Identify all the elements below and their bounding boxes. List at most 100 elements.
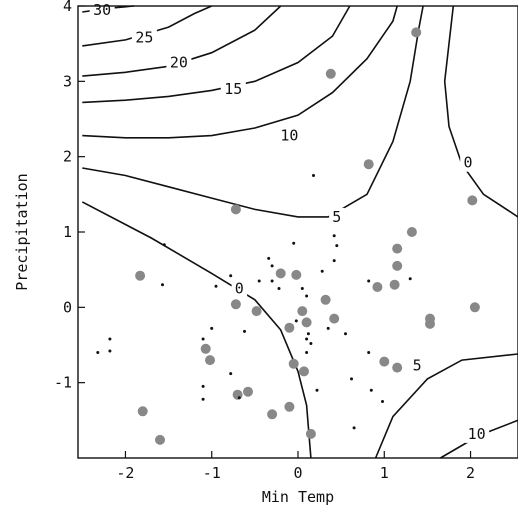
x-tick-label-0: -2 bbox=[116, 464, 134, 482]
y-tick-label-1: 0 bbox=[63, 298, 72, 316]
black-point-28 bbox=[315, 388, 319, 392]
gray-point-29 bbox=[392, 243, 403, 254]
black-point-31 bbox=[332, 259, 336, 263]
black-point-35 bbox=[350, 377, 353, 381]
black-point-3 bbox=[162, 243, 166, 247]
contour-line-7 bbox=[443, 5, 518, 218]
x-tick-label-2: 0 bbox=[293, 464, 302, 482]
contour-line-4 bbox=[82, 5, 398, 139]
black-point-18 bbox=[277, 287, 281, 290]
black-point-36 bbox=[352, 426, 356, 430]
gray-point-3 bbox=[200, 343, 211, 354]
gray-point-21 bbox=[325, 68, 336, 79]
contour-label-7: 0 bbox=[463, 154, 472, 172]
black-point-41 bbox=[408, 277, 412, 281]
gray-point-17 bbox=[301, 317, 312, 328]
x-axis-label: Min Temp bbox=[262, 488, 334, 506]
black-point-15 bbox=[267, 256, 271, 260]
gray-point-9 bbox=[251, 306, 262, 317]
black-point-12 bbox=[237, 396, 241, 400]
contour-lines bbox=[81, 5, 518, 459]
black-point-34 bbox=[344, 332, 347, 336]
black-point-24 bbox=[306, 332, 310, 336]
contour-label-8: 5 bbox=[413, 356, 422, 374]
gray-point-31 bbox=[411, 27, 422, 38]
black-point-29 bbox=[320, 269, 324, 273]
gray-point-27 bbox=[389, 279, 400, 290]
contour-label-0: 30 bbox=[93, 1, 111, 19]
gray-point-35 bbox=[469, 302, 480, 313]
contour-line-1 bbox=[82, 5, 213, 47]
black-point-5 bbox=[201, 337, 205, 341]
contour-label-5: 5 bbox=[332, 208, 341, 226]
black-point-38 bbox=[367, 351, 371, 354]
contour-label-3: 15 bbox=[224, 80, 242, 98]
gray-point-25 bbox=[379, 356, 390, 367]
black-point-0 bbox=[96, 351, 100, 354]
contour-label-9: 10 bbox=[468, 425, 486, 443]
axes: -2 -1 0 1 2 -1 0 1 2 3 4 bbox=[54, 0, 475, 482]
gray-point-1 bbox=[137, 406, 148, 417]
black-point-19 bbox=[292, 241, 296, 245]
gray-point-14 bbox=[284, 401, 295, 412]
gray-point-15 bbox=[291, 269, 302, 280]
y-tick-label-5: 4 bbox=[63, 0, 72, 15]
black-point-20 bbox=[294, 319, 298, 323]
gray-point-34 bbox=[467, 195, 478, 206]
black-point-8 bbox=[210, 326, 214, 330]
contour-label-bg-9 bbox=[464, 424, 490, 443]
contour-label-bg-6 bbox=[231, 279, 248, 298]
gray-point-28 bbox=[392, 260, 403, 271]
black-point-27 bbox=[312, 174, 315, 177]
data-points bbox=[96, 27, 480, 445]
black-point-22 bbox=[305, 337, 309, 341]
contour-label-bg-4 bbox=[276, 126, 302, 145]
gray-point-6 bbox=[230, 204, 241, 215]
gray-point-7 bbox=[232, 389, 243, 400]
gray-point-5 bbox=[230, 299, 241, 310]
gray-point-11 bbox=[275, 268, 286, 279]
black-point-6 bbox=[201, 384, 205, 388]
black-point-9 bbox=[214, 284, 218, 288]
gray-point-0 bbox=[135, 270, 146, 281]
x-tick-label-4: 2 bbox=[466, 464, 475, 482]
contour-line-5 bbox=[82, 5, 424, 218]
contour-label-bg-1 bbox=[131, 28, 157, 47]
y-tick-label-0: -1 bbox=[54, 374, 72, 392]
gray-point-30 bbox=[406, 227, 417, 237]
black-point-13 bbox=[243, 329, 246, 333]
black-point-40 bbox=[381, 400, 384, 403]
contour-label-1: 25 bbox=[135, 29, 153, 47]
y-tick-label-2: 1 bbox=[63, 223, 72, 241]
black-point-4 bbox=[161, 283, 164, 287]
contour-label-bg-5 bbox=[329, 207, 345, 226]
gray-point-26 bbox=[392, 362, 403, 373]
gray-point-20 bbox=[320, 294, 331, 305]
gray-point-19 bbox=[305, 428, 316, 439]
gray-point-10 bbox=[267, 409, 278, 420]
contour-label-2: 20 bbox=[170, 54, 188, 72]
contour-label-6: 0 bbox=[235, 280, 244, 298]
contour-line-8 bbox=[374, 353, 518, 459]
plot-frame bbox=[77, 5, 518, 459]
gray-point-16 bbox=[297, 306, 308, 317]
contour-label-bg-2 bbox=[166, 53, 192, 72]
gray-point-18 bbox=[299, 366, 309, 377]
gray-point-23 bbox=[363, 159, 374, 170]
y-tick-label-3: 2 bbox=[63, 148, 72, 166]
contour-label-4: 10 bbox=[280, 127, 298, 145]
contour-line-6 bbox=[81, 201, 312, 459]
gray-point-33 bbox=[425, 318, 435, 329]
black-point-17 bbox=[270, 279, 274, 283]
contour-label-bg-7 bbox=[460, 153, 476, 172]
gray-point-22 bbox=[329, 313, 340, 324]
gray-point-8 bbox=[243, 386, 253, 397]
black-point-32 bbox=[332, 234, 336, 238]
black-point-25 bbox=[309, 342, 313, 345]
gray-point-2 bbox=[155, 434, 165, 445]
black-point-16 bbox=[270, 264, 274, 268]
black-point-30 bbox=[326, 326, 330, 330]
gray-point-12 bbox=[284, 322, 295, 333]
black-point-11 bbox=[229, 372, 233, 376]
